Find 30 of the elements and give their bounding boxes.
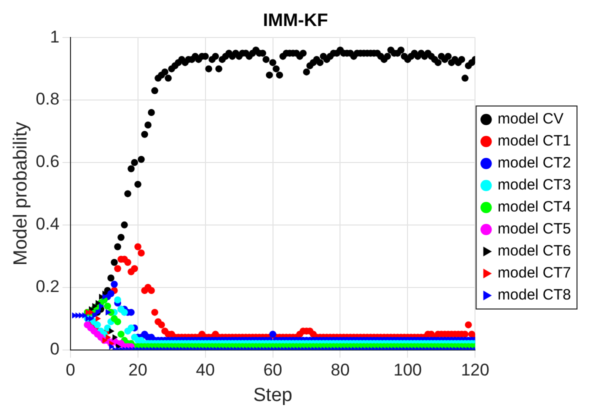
x-tick-label: 0 [66,360,76,380]
x-tick-label: 40 [196,360,215,380]
x-tick-label: 80 [330,360,350,380]
x-axis-title: Step [253,384,292,406]
point [109,328,114,334]
y-tick-label: 0.2 [36,277,60,296]
legend-label: model CT1 [498,132,571,150]
legend-label: model CT2 [498,154,571,172]
point [96,300,101,306]
y-tick-label: 0 [50,339,60,358]
y-tick-label: 0.8 [36,90,60,109]
point [112,334,118,340]
y-tick-label: 0.4 [36,214,60,234]
legend-label: model CT3 [498,176,571,194]
x-tick-label: 100 [394,360,422,380]
legend-label: model CT5 [498,220,571,238]
y-tick-label: 1 [50,27,60,46]
x-tick-label: 20 [128,360,148,380]
legend-label: model CT7 [498,264,571,282]
point [96,316,101,322]
legend-label: model CT4 [498,198,571,216]
y-axis-title: Model probability [10,121,32,266]
y-tick-label: 0.6 [36,152,60,172]
chart-title: IMM-KF [263,10,328,30]
legend-label: model CV [498,110,564,128]
legend-label: model CT8 [498,286,571,304]
x-tick-label: 60 [263,360,282,380]
legend-label: model CT6 [498,242,571,260]
point [106,334,112,340]
x-tick-label: 120 [460,360,490,380]
